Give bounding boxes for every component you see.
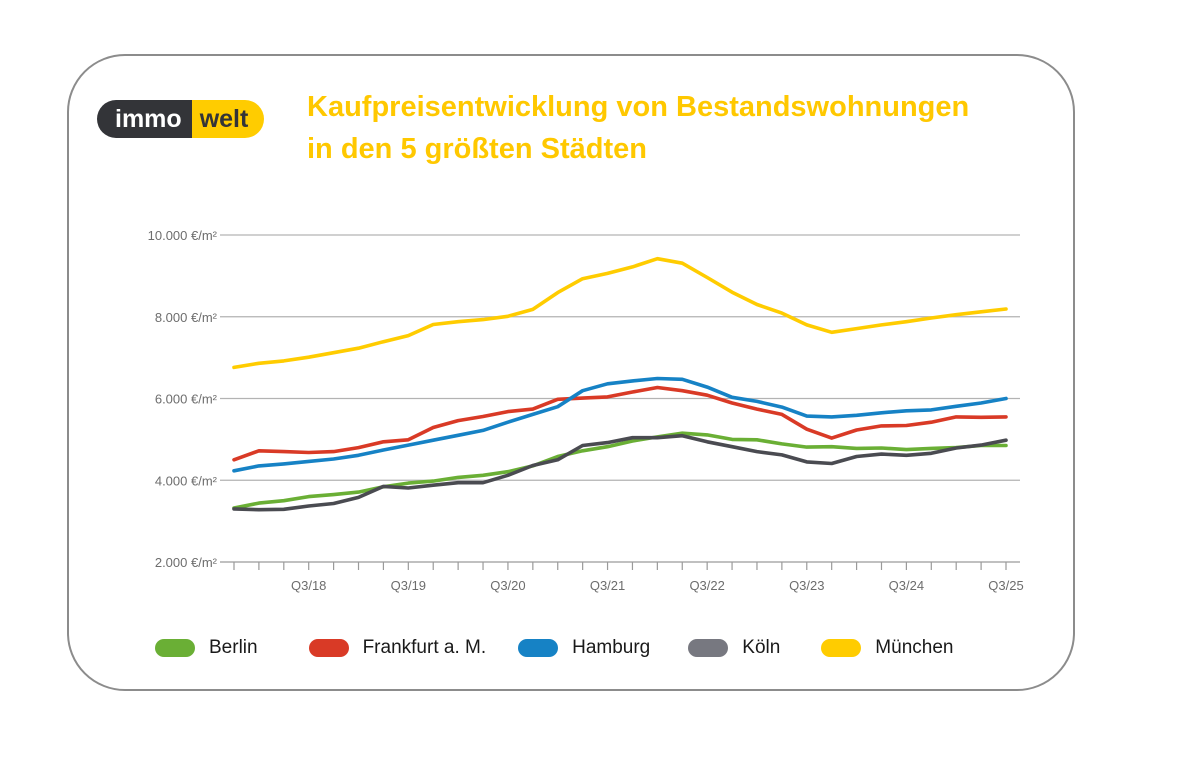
chart-title: Kaufpreisentwicklung von Bestandswohnung… (307, 86, 1067, 170)
y-tick-label: 6.000 €/m² (155, 392, 218, 407)
legend-item: Hamburg (518, 637, 650, 659)
legend-swatch (688, 639, 729, 657)
y-tick-label: 8.000 €/m² (155, 310, 218, 325)
y-tick-label: 10.000 €/m² (148, 228, 218, 243)
series-lines (232, 256, 1008, 512)
series-line-köln (232, 433, 1008, 512)
legend-label: München (875, 637, 954, 658)
legend-swatch (518, 639, 559, 657)
x-tick-label: Q3/19 (391, 578, 426, 593)
y-tick-label: 2.000 €/m² (155, 555, 218, 570)
legend-item: Köln (688, 637, 780, 659)
legend-label: Köln (742, 637, 781, 658)
legend: Berlin Frankfurt a. M. Hamburg Köln München (155, 634, 953, 662)
chart-title-line2: in den 5 größten Städten (307, 133, 647, 165)
logo-right-text: welt (191, 100, 265, 138)
y-tick-label: 4.000 €/m² (155, 473, 218, 488)
legend-swatch (821, 639, 862, 657)
legend-item: Berlin (155, 637, 258, 659)
x-tick-label: Q3/25 (988, 578, 1023, 593)
x-tick-label: Q3/20 (490, 578, 525, 593)
x-tick-label: Q3/18 (291, 578, 326, 593)
chart-title-line1: Kaufpreisentwicklung von Bestandswohnung… (307, 91, 970, 123)
immowelt-logo: immo welt (97, 100, 265, 138)
legend-item: München (821, 637, 953, 659)
x-tick-label: Q3/21 (590, 578, 625, 593)
x-axis: Q3/18 Q3/19 Q3/20 Q3/21 Q3/22 Q3/23 Q3/24 Q3/25 (233, 562, 1024, 593)
x-tick-label: Q3/24 (889, 578, 924, 593)
x-tick-label: Q3/22 (689, 578, 724, 593)
x-tick-label: Q3/23 (789, 578, 824, 593)
series-line-frankfurt-a-m (232, 385, 1008, 462)
legend-label: Hamburg (572, 637, 651, 658)
legend-item: Frankfurt a. M. (308, 637, 487, 659)
grid-lines (220, 234, 1020, 563)
y-axis-ticks: 2.000 €/m² 4.000 €/m² 6.000 €/m² 8.000 €/m²… (148, 228, 218, 570)
logo-left-text: immo (97, 100, 192, 138)
series-line-münchen (232, 256, 1008, 370)
legend-label: Berlin (209, 637, 258, 658)
legend-label: Frankfurt a. M. (362, 637, 487, 658)
legend-swatch (155, 639, 195, 657)
chart-card (67, 54, 1075, 691)
legend-swatch (308, 639, 349, 657)
series-line-hamburg (232, 376, 1008, 473)
series-line-berlin (232, 431, 1008, 510)
